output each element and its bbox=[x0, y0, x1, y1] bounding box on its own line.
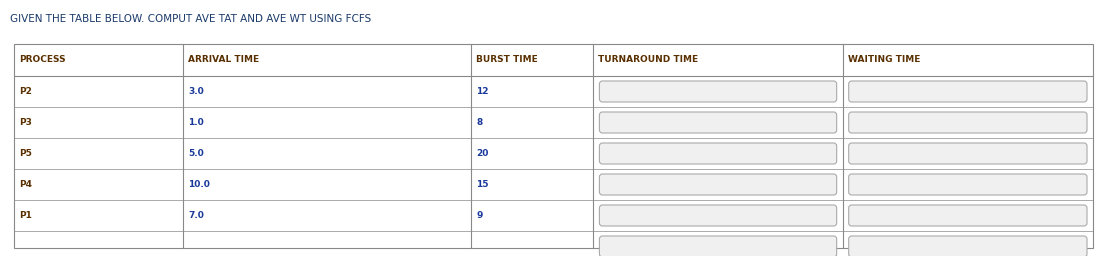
Text: P5: P5 bbox=[19, 149, 32, 158]
FancyBboxPatch shape bbox=[849, 112, 1087, 133]
Text: WAITING TIME: WAITING TIME bbox=[848, 56, 920, 65]
Text: P4: P4 bbox=[19, 180, 32, 189]
FancyBboxPatch shape bbox=[599, 205, 837, 226]
Text: 3.0: 3.0 bbox=[188, 87, 204, 96]
Text: ARRIVAL TIME: ARRIVAL TIME bbox=[188, 56, 259, 65]
Text: 9: 9 bbox=[476, 211, 483, 220]
FancyBboxPatch shape bbox=[849, 143, 1087, 164]
Text: 12: 12 bbox=[476, 87, 489, 96]
FancyBboxPatch shape bbox=[849, 236, 1087, 256]
Text: BURST TIME: BURST TIME bbox=[476, 56, 538, 65]
FancyBboxPatch shape bbox=[599, 174, 837, 195]
Text: TURNAROUND TIME: TURNAROUND TIME bbox=[599, 56, 699, 65]
Text: 8: 8 bbox=[476, 118, 483, 127]
Text: GIVEN THE TABLE BELOW. COMPUT AVE TAT AND AVE WT USING FCFS: GIVEN THE TABLE BELOW. COMPUT AVE TAT AN… bbox=[10, 14, 371, 24]
Text: 20: 20 bbox=[476, 149, 489, 158]
FancyBboxPatch shape bbox=[599, 81, 837, 102]
FancyBboxPatch shape bbox=[849, 174, 1087, 195]
Text: 10.0: 10.0 bbox=[188, 180, 210, 189]
Text: P1: P1 bbox=[19, 211, 32, 220]
FancyBboxPatch shape bbox=[849, 81, 1087, 102]
Text: 7.0: 7.0 bbox=[188, 211, 205, 220]
FancyBboxPatch shape bbox=[849, 205, 1087, 226]
Text: 15: 15 bbox=[476, 180, 489, 189]
FancyBboxPatch shape bbox=[599, 236, 837, 256]
Text: 1.0: 1.0 bbox=[188, 118, 204, 127]
Text: P2: P2 bbox=[19, 87, 32, 96]
Text: PROCESS: PROCESS bbox=[19, 56, 65, 65]
Text: 5.0: 5.0 bbox=[188, 149, 204, 158]
FancyBboxPatch shape bbox=[599, 143, 837, 164]
Bar bbox=[14, 44, 1093, 248]
Text: P3: P3 bbox=[19, 118, 32, 127]
FancyBboxPatch shape bbox=[599, 112, 837, 133]
